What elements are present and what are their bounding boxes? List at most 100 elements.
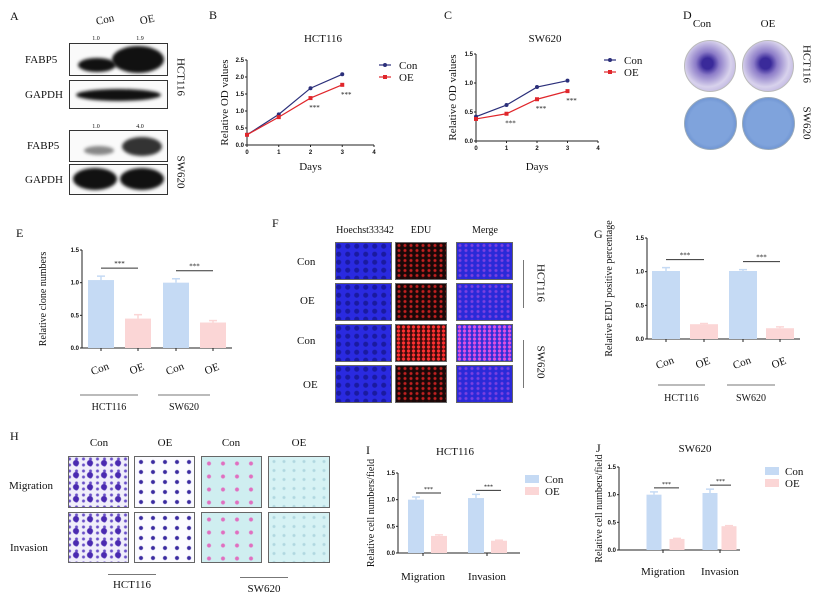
legend-label: OE: [785, 478, 800, 490]
transwell-col: Con: [89, 437, 109, 449]
y-tick-label: 1.5: [236, 92, 245, 98]
y-tick-label: 1.5: [636, 236, 645, 242]
panel-letter-a: A: [10, 9, 19, 23]
data-point-con: [504, 103, 509, 108]
legend-label: OE: [624, 67, 639, 79]
y-tick-label: 0.5: [465, 110, 474, 116]
y-tick-label: 2.5: [236, 58, 245, 64]
y-tick-label: 0.5: [236, 126, 245, 132]
transwell-image: [201, 512, 262, 563]
data-point-oe: [504, 111, 509, 116]
bar-oe: [491, 540, 507, 553]
y-tick-label: 0.0: [465, 139, 474, 145]
x-tick-label: Con: [731, 354, 753, 372]
significance-label: ***: [756, 254, 767, 262]
transwell-image: [68, 512, 129, 563]
bar-con: [729, 270, 757, 339]
panel-letter-c: C: [444, 8, 453, 22]
legend-label: Con: [545, 474, 564, 486]
legend-swatch: [525, 487, 539, 495]
edu-image: [456, 283, 513, 321]
y-axis-label: Relative clone numbers: [38, 252, 49, 347]
y-tick-label: 0.0: [236, 143, 245, 149]
x-tick-label: OE: [128, 361, 146, 377]
significance-label: ***: [680, 252, 691, 260]
significance-label: ***: [189, 263, 200, 271]
edu-image: [456, 365, 513, 403]
y-tick-label: 1.0: [236, 109, 245, 115]
bar-oe: [690, 324, 718, 339]
y-axis-label: Relative OD values: [447, 54, 459, 140]
y-tick-label: 1.0: [71, 281, 80, 287]
bar-con: [702, 493, 718, 550]
x-tick-label: 2: [535, 146, 539, 152]
x-axis-label: Days: [299, 161, 322, 173]
data-point-oe: [276, 115, 281, 120]
panel-letter-d: D: [683, 8, 692, 22]
panel-letter-i: I: [366, 443, 370, 457]
edu-image: [395, 324, 447, 362]
group-underline: [240, 577, 288, 578]
series-line-oe: [246, 84, 343, 136]
bar-oe: [766, 328, 794, 339]
series-line-con: [475, 80, 568, 118]
transwell-image: [268, 456, 330, 508]
significance-label: ***: [662, 482, 671, 488]
colony-dish-sw620-oe: [742, 97, 795, 150]
legend-marker: [608, 70, 612, 74]
significance-label: ***: [505, 120, 516, 128]
panel-letter-h: H: [10, 429, 19, 443]
significance-label: ***: [341, 91, 352, 99]
bar-con: [646, 494, 662, 550]
edu-col-merge: Merge: [472, 225, 498, 236]
x-tick-label: 1: [277, 150, 281, 156]
legend-marker: [383, 63, 387, 67]
blot-gapdh-sw620: [69, 164, 168, 195]
x-tick-label: OE: [770, 355, 788, 371]
y-tick-label: 0.5: [608, 520, 617, 526]
group-label: HCT116: [92, 402, 127, 413]
y-tick-label: 0.5: [387, 524, 396, 530]
y-tick-label: 1.0: [608, 493, 617, 499]
edu-image: [335, 365, 392, 403]
y-tick-label: 1.0: [465, 81, 474, 87]
data-point-oe: [245, 132, 249, 137]
bar-oe: [125, 318, 151, 348]
data-point-con: [565, 78, 570, 83]
bar-con: [652, 270, 680, 339]
x-tick-label: 4: [596, 146, 600, 152]
y-tick-label: 0.0: [71, 346, 80, 352]
colony-col-oe: OE: [760, 18, 776, 30]
data-point-con: [340, 72, 345, 77]
bar-oe: [669, 538, 685, 550]
transwell-col: OE: [157, 437, 173, 449]
chart-panel-e: 0.0 0.5 1.0 1.5 Relative clone numbers Con OE C…: [38, 248, 232, 413]
y-axis-label: Relative cell numbers/field: [594, 454, 605, 562]
legend-swatch: [765, 467, 779, 475]
panel-letter-g: G: [594, 227, 603, 241]
panel-letter-e: E: [16, 226, 24, 240]
panel-letter-b: B: [209, 8, 218, 22]
legend-label: Con: [399, 60, 418, 72]
edu-image: [395, 283, 447, 321]
legend-label: OE: [399, 72, 414, 84]
legend-marker: [383, 75, 387, 79]
x-tick-label: Migration: [641, 566, 685, 578]
blot-fabp5-sw620: [69, 130, 168, 162]
y-axis-label: Relative OD values: [219, 59, 231, 145]
colony-dish-sw620-con: [684, 97, 737, 150]
data-point-oe: [308, 96, 313, 101]
edu-row-oe: OE: [300, 295, 315, 307]
significance-label: ***: [536, 105, 547, 113]
transwell-image: [68, 456, 129, 508]
bar-con: [408, 499, 424, 553]
x-tick-label: Con: [654, 354, 676, 372]
legend-label: OE: [545, 486, 560, 498]
chart-title: HCT116: [304, 33, 343, 45]
x-tick-label: 1: [505, 146, 509, 152]
bar-oe: [431, 535, 447, 553]
transwell-row-migration: Migration: [9, 480, 53, 492]
edu-image: [395, 242, 447, 280]
